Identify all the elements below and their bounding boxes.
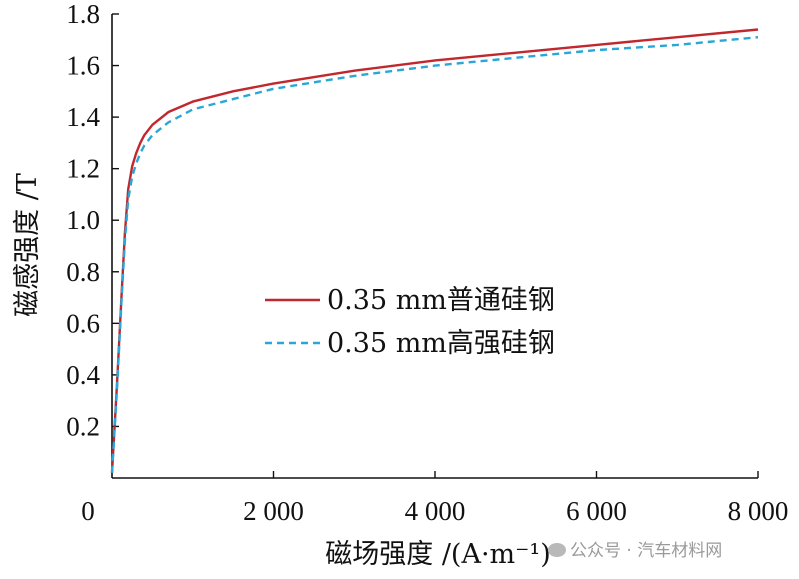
legend-label-ordinary-steel: 0.35 mm普通硅钢: [327, 285, 555, 316]
watermark: 公众号 · 汽车材料网: [548, 536, 722, 561]
y-tick-label: 1.2: [66, 154, 100, 184]
y-tick-label: 1.4: [66, 102, 100, 132]
x-axis-title: 磁场强度 /(A·m⁻¹): [325, 539, 551, 570]
y-tick-label: 0.4: [66, 360, 100, 390]
wechat-icon: [548, 543, 566, 557]
x-tick-label: 0: [81, 496, 95, 526]
y-tick-label: 0.6: [66, 308, 100, 338]
x-tick-label: 2 000: [243, 496, 304, 526]
x-tick-label: 8 000: [728, 496, 789, 526]
legend-label-high-strength-steel: 0.35 mm高强硅钢: [327, 328, 555, 359]
axes: [111, 14, 758, 479]
legend: 0.35 mm普通硅钢 0.35 mm高强硅钢: [265, 285, 555, 359]
y-tick-label: 0.2: [66, 411, 100, 441]
y-tick-label: 1.0: [66, 205, 100, 235]
x-axis-ticks: 0 2 000 4 000 6 000 8 000: [81, 471, 788, 526]
y-tick-label: 1.8: [66, 0, 100, 29]
series-line-ordinary-steel: [110, 28, 759, 473]
series-layer: [110, 28, 759, 473]
x-tick-label: 4 000: [405, 496, 466, 526]
y-axis-title: 磁感强度 /T: [12, 173, 43, 317]
y-axis-ticks: 0.2 0.4 0.6 0.8 1.0 1.2 1.4 1.6 1.8: [66, 0, 119, 441]
y-tick-label: 0.8: [66, 257, 100, 287]
series-line-high-strength-steel: [110, 36, 759, 473]
x-tick-label: 6 000: [566, 496, 627, 526]
watermark-text: 公众号 · 汽车材料网: [570, 541, 723, 561]
y-tick-label: 1.6: [66, 51, 100, 81]
